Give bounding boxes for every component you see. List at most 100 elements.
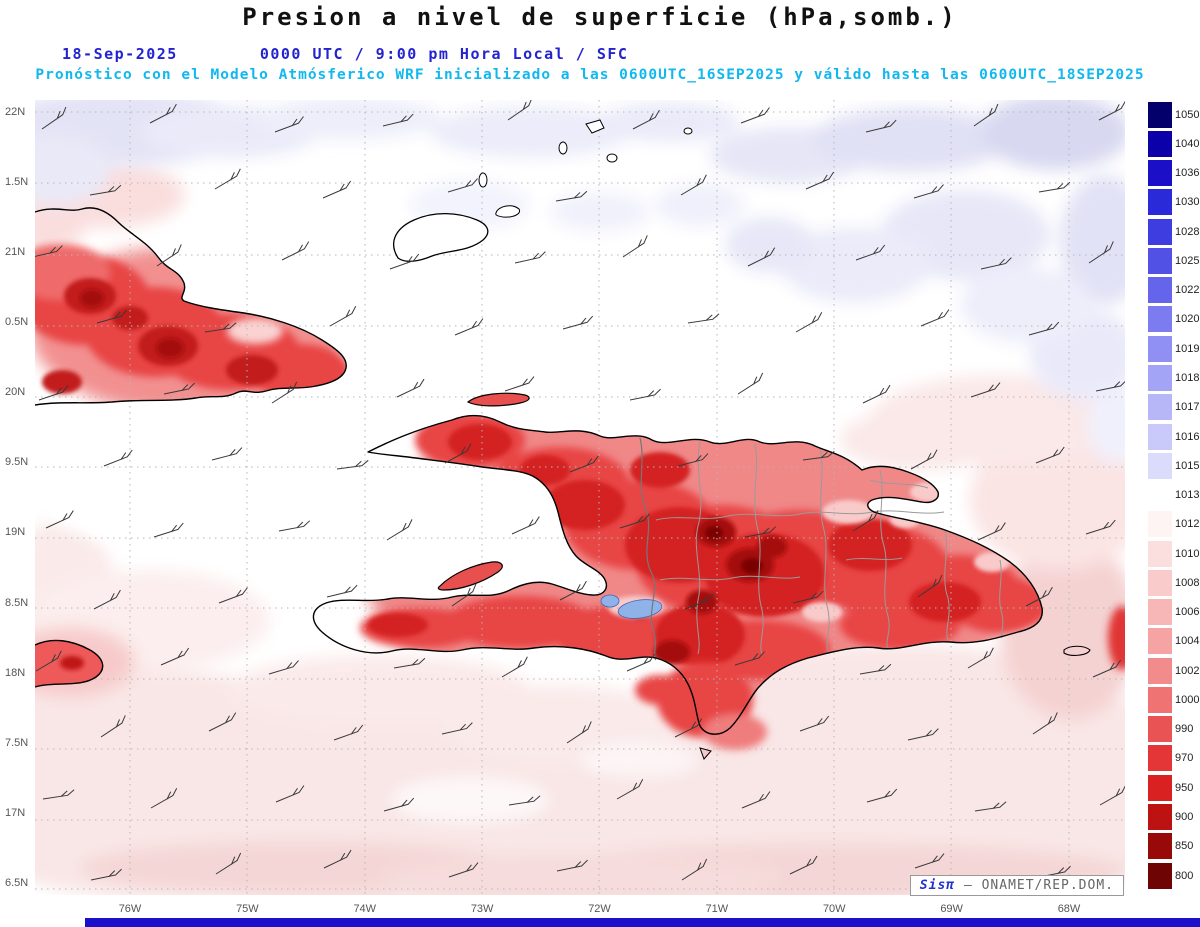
colorbar-entry: 1050 <box>1148 100 1200 129</box>
lat-label: 0.5N <box>5 316 29 329</box>
colorbar-label: 1004 <box>1175 635 1200 648</box>
longitude-axis: 76W 75W 74W 73W 72W 71W 70W 69W 68W <box>110 903 1089 915</box>
colorbar-entry: 1025 <box>1148 246 1200 275</box>
colorbar-entry: 1013 <box>1148 480 1200 509</box>
colorbar-label: 1020 <box>1175 313 1200 326</box>
watermark-box: Sisπ — ONAMET/REP.DOM. <box>909 875 1124 896</box>
lat-label: 7.5N <box>5 736 29 749</box>
wind-barb <box>740 107 770 124</box>
watermark-separator: — <box>963 878 973 893</box>
wind-barb <box>510 516 541 535</box>
colorbar-label: 1028 <box>1175 225 1200 238</box>
colorbar-label: 900 <box>1175 811 1194 823</box>
wind-barb <box>619 234 652 258</box>
colorbar-swatch <box>1148 569 1172 596</box>
colorbar-swatch <box>1148 745 1172 772</box>
colorbar-swatch <box>1148 335 1172 362</box>
lat-label: 6.5N <box>5 876 29 889</box>
colorbar-label: 1002 <box>1175 664 1200 677</box>
lon-label: 69W <box>940 903 963 915</box>
colorbar-label: 1050 <box>1175 108 1200 121</box>
colorbar-label: 1000 <box>1175 693 1200 706</box>
wind-barb <box>327 305 359 327</box>
colorbar-swatch <box>1148 599 1172 626</box>
colorbar-label: 1013 <box>1175 489 1200 502</box>
wind-barb <box>453 318 484 336</box>
lon-label: 76W <box>118 903 142 915</box>
lon-label: 74W <box>353 903 377 915</box>
wind-barb <box>562 313 594 332</box>
colorbar-label: 950 <box>1175 781 1194 794</box>
little-inagua-island <box>495 205 521 218</box>
province-borders <box>639 437 1004 661</box>
wind-barb <box>504 375 535 393</box>
colorbar-label: 990 <box>1175 723 1194 736</box>
colorbar-entry: 900 <box>1148 802 1198 831</box>
colorbar-entry: 1008 <box>1148 568 1199 597</box>
colorbar-entry: 1020 <box>1148 305 1200 334</box>
watermark-brand: Sisπ <box>919 878 956 893</box>
lat-label: 8.5N <box>5 596 29 609</box>
lon-label: 75W <box>236 903 259 915</box>
colorbar-label: 1030 <box>1175 196 1200 209</box>
wind-barb <box>793 311 825 333</box>
tortuga-island <box>466 392 530 407</box>
haiti-dr-border <box>639 437 657 661</box>
latitude-axis: 22N 1.5N 21N 0.5N 20N 9.5N 19N 8.5N 18N 7.5N 17N 6.… <box>5 106 35 889</box>
colorbar-entry: 1019 <box>1148 334 1200 363</box>
model-info-line: Pronóstico con el Modelo Atmósferico WRF… <box>35 67 1145 83</box>
lat-label: 18N <box>5 666 26 679</box>
lon-label: 72W <box>588 903 611 915</box>
lakes <box>600 594 663 619</box>
colorbar-swatch <box>1148 218 1172 245</box>
colorbar-entry: 1015 <box>1148 451 1199 480</box>
colorbar-swatch <box>1148 628 1172 655</box>
colorbar-swatch <box>1148 101 1172 128</box>
white-neutral-zones <box>35 420 700 824</box>
colorbar-swatch <box>1148 862 1172 889</box>
colorbar-swatch <box>1148 130 1172 157</box>
lon-label: 71W <box>705 903 729 915</box>
colorbar-entry: 1002 <box>1148 656 1200 685</box>
colorbar-label: 1017 <box>1175 401 1200 414</box>
colorbar-entry: 1012 <box>1148 510 1200 539</box>
colorbar-swatch <box>1148 277 1172 304</box>
bottom-bar <box>85 918 1200 927</box>
colorbar-entry: 1018 <box>1148 363 1199 392</box>
colorbar-label: 1040 <box>1175 137 1200 150</box>
colorbar-swatch <box>1148 189 1172 216</box>
colorbar-swatch <box>1148 774 1172 801</box>
colorbar-swatch <box>1148 482 1172 509</box>
beata-island <box>699 747 712 760</box>
colorbar-swatch <box>1148 306 1172 333</box>
colorbar-label: 1012 <box>1175 518 1200 531</box>
colorbar-swatch <box>1148 833 1172 860</box>
watermark-org: ONAMET/REP.DOM. <box>981 878 1114 893</box>
wind-barb <box>279 241 311 261</box>
jamaica-low-core <box>60 656 84 670</box>
wind-barb <box>734 372 767 395</box>
lat-label: 21N <box>5 246 26 259</box>
lat-label: 1.5N <box>5 176 29 189</box>
colorbar-label: 1025 <box>1175 254 1200 267</box>
colorbar-swatch <box>1148 511 1172 538</box>
colorbar-label: 1006 <box>1175 606 1200 619</box>
saona-island <box>1063 645 1091 656</box>
pink-pressure-wash <box>35 162 1125 895</box>
colorbar-swatch <box>1148 540 1172 567</box>
colorbar-label: 1022 <box>1175 284 1200 297</box>
colorbar-entry: 1004 <box>1148 627 1200 656</box>
wind-barb <box>395 378 426 398</box>
colorbar-entry: 970 <box>1148 744 1198 773</box>
colorbar-entry: 950 <box>1148 773 1198 802</box>
colorbar-entry: 1030 <box>1148 188 1200 217</box>
wind-barb <box>514 247 546 268</box>
colorbar-swatch <box>1148 657 1172 684</box>
colorbar-label: 1019 <box>1175 342 1200 355</box>
turks-and-caicos-islands <box>478 119 693 188</box>
colorbar-entry: 1036 <box>1148 159 1199 188</box>
forecast-time: 0000 UTC / 9:00 pm Hora Local / SFC <box>259 45 629 63</box>
colorbar-entry: 1040 <box>1148 129 1200 158</box>
